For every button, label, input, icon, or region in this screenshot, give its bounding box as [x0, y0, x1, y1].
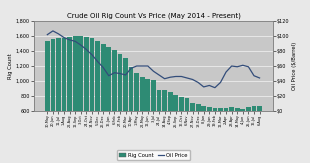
Bar	[145, 79, 150, 156]
Bar	[190, 103, 195, 156]
Y-axis label: Oil Price ($/Barrel): Oil Price ($/Barrel)	[292, 42, 297, 90]
Bar	[129, 67, 134, 156]
Bar	[173, 95, 178, 156]
Bar	[241, 109, 245, 156]
Bar	[101, 44, 105, 156]
Bar	[218, 108, 223, 156]
Bar	[235, 108, 240, 156]
Bar	[207, 107, 212, 156]
Bar	[140, 77, 145, 156]
Bar	[56, 38, 61, 156]
Bar	[224, 108, 228, 156]
Bar	[229, 107, 234, 156]
Bar	[78, 36, 83, 156]
Bar	[45, 41, 50, 156]
Bar	[90, 38, 94, 156]
Bar	[67, 37, 72, 156]
Bar	[151, 80, 156, 156]
Bar	[134, 73, 139, 156]
Bar	[179, 97, 184, 156]
Bar	[84, 37, 89, 156]
Bar	[112, 50, 117, 156]
Bar	[196, 104, 201, 156]
Bar	[252, 106, 256, 156]
Bar	[168, 92, 173, 156]
Bar	[246, 107, 251, 156]
Bar	[62, 38, 66, 156]
Bar	[157, 90, 162, 156]
Y-axis label: Rig Count: Rig Count	[8, 53, 13, 79]
Bar	[117, 54, 122, 156]
Bar	[73, 36, 78, 156]
Bar	[184, 98, 189, 156]
Bar	[95, 41, 100, 156]
Bar	[123, 58, 128, 156]
Bar	[202, 106, 206, 156]
Bar	[162, 90, 167, 156]
Bar	[51, 39, 55, 156]
Legend: Rig Count, Oil Price: Rig Count, Oil Price	[117, 150, 190, 160]
Bar	[257, 106, 262, 156]
Bar	[106, 47, 111, 156]
Bar	[213, 108, 217, 156]
Title: Crude Oil Rig Count Vs Price (May 2014 - Present): Crude Oil Rig Count Vs Price (May 2014 -…	[67, 12, 240, 19]
